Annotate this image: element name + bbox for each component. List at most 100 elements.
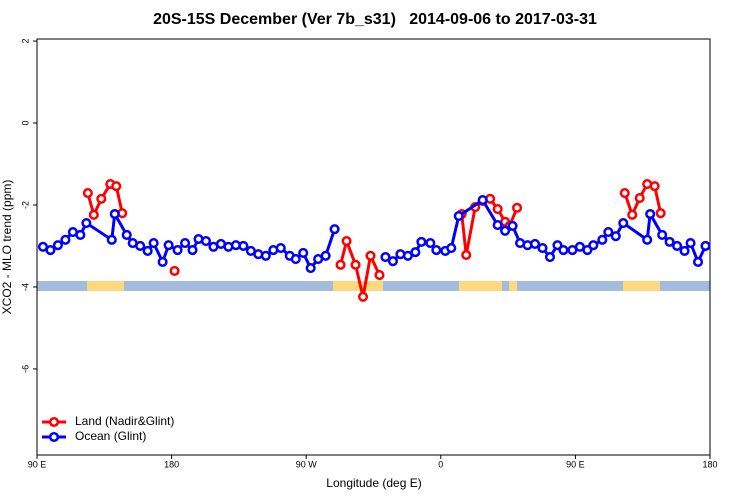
data-point bbox=[148, 238, 159, 249]
data-point bbox=[619, 188, 630, 199]
data-point bbox=[588, 240, 599, 251]
data-point bbox=[335, 259, 346, 270]
data-point bbox=[88, 209, 99, 220]
data-point bbox=[634, 192, 645, 204]
data-point bbox=[453, 211, 464, 222]
data-point bbox=[45, 245, 56, 256]
data-point bbox=[109, 208, 120, 220]
data-point bbox=[121, 229, 132, 240]
data-point bbox=[180, 238, 191, 249]
legend-marker bbox=[48, 431, 60, 443]
data-point bbox=[290, 254, 301, 265]
data-point bbox=[298, 247, 309, 258]
legend-label: Land (Nadir&Glint) bbox=[75, 414, 174, 428]
data-point bbox=[380, 251, 391, 263]
data-point bbox=[238, 240, 249, 252]
data-point bbox=[537, 242, 548, 254]
data-point bbox=[260, 250, 271, 261]
data-point bbox=[187, 245, 198, 256]
data-point bbox=[82, 188, 93, 199]
data-point bbox=[387, 256, 398, 267]
data-point bbox=[275, 242, 286, 254]
data-point bbox=[597, 234, 608, 245]
data-point bbox=[477, 195, 488, 206]
data-point bbox=[81, 217, 92, 229]
x-axis-label: Longitude (deg E) bbox=[326, 476, 421, 490]
data-point bbox=[374, 270, 385, 281]
data-point bbox=[679, 245, 690, 256]
data-point bbox=[163, 240, 174, 251]
data-point bbox=[157, 256, 168, 268]
land-strip bbox=[87, 281, 124, 291]
data-point bbox=[169, 265, 180, 277]
data-point bbox=[329, 224, 340, 235]
data-point bbox=[357, 291, 369, 302]
data-point bbox=[492, 204, 503, 215]
data-point bbox=[172, 245, 183, 256]
data-point bbox=[305, 263, 316, 274]
x-tick-label: 90 E bbox=[28, 459, 47, 469]
y-tick-label: 2 bbox=[20, 39, 30, 44]
x-tick-label: 90 W bbox=[296, 459, 318, 469]
data-point bbox=[512, 202, 523, 213]
series-line bbox=[86, 182, 663, 298]
land-strip bbox=[623, 281, 660, 291]
data-point bbox=[446, 242, 457, 254]
data-point bbox=[461, 249, 472, 261]
y-tick-label: -2 bbox=[20, 201, 30, 209]
legend-marker bbox=[48, 416, 60, 428]
data-point bbox=[529, 238, 541, 249]
data-point bbox=[416, 236, 427, 247]
data-point bbox=[610, 231, 621, 242]
data-point bbox=[700, 240, 711, 252]
data-point bbox=[200, 236, 212, 247]
data-point bbox=[618, 217, 629, 229]
data-point bbox=[365, 250, 376, 261]
data-point bbox=[558, 245, 569, 256]
x-tick-label: 180 bbox=[702, 459, 717, 469]
data-point bbox=[320, 250, 331, 261]
data-point bbox=[655, 208, 666, 219]
data-point bbox=[544, 251, 556, 263]
data-point bbox=[402, 250, 413, 261]
x-tick-label: 180 bbox=[164, 459, 179, 469]
data-point bbox=[96, 193, 107, 204]
chart-title: 20S-15S December (Ver 7b_s31) 2014-09-06… bbox=[153, 11, 597, 28]
data-point bbox=[135, 240, 146, 252]
data-point bbox=[627, 209, 638, 220]
data-point bbox=[106, 234, 117, 245]
land-strip bbox=[459, 281, 502, 291]
data-point bbox=[507, 220, 518, 231]
land-strip bbox=[509, 281, 517, 291]
data-point bbox=[410, 247, 421, 258]
x-tick-label: 90 E bbox=[566, 459, 585, 469]
data-point bbox=[642, 234, 653, 245]
data-point bbox=[672, 240, 683, 252]
land-ocean-strip bbox=[37, 281, 710, 291]
data-point bbox=[75, 229, 86, 240]
data-point bbox=[431, 245, 442, 256]
data-point bbox=[582, 245, 593, 256]
data-point bbox=[492, 220, 503, 231]
data-point bbox=[142, 245, 153, 256]
data-point bbox=[645, 208, 656, 220]
legend-label: Ocean (Glint) bbox=[75, 429, 146, 443]
data-point bbox=[649, 181, 660, 192]
data-point bbox=[552, 240, 563, 251]
data-point bbox=[685, 238, 696, 249]
data-point bbox=[425, 238, 436, 249]
land-strip bbox=[333, 281, 383, 291]
y-axis-label: XCO2 - MLO trend (ppm) bbox=[0, 180, 14, 315]
x-tick-label: 0 bbox=[438, 459, 443, 469]
y-tick-label: -4 bbox=[20, 283, 30, 291]
y-tick-label: 0 bbox=[20, 121, 30, 126]
data-point bbox=[60, 234, 71, 245]
data-point bbox=[664, 236, 675, 247]
data-point bbox=[500, 225, 511, 236]
data-point bbox=[111, 181, 122, 192]
data-point bbox=[341, 236, 352, 247]
data-point bbox=[657, 229, 668, 240]
data-point bbox=[692, 256, 704, 268]
data-point bbox=[350, 259, 361, 270]
